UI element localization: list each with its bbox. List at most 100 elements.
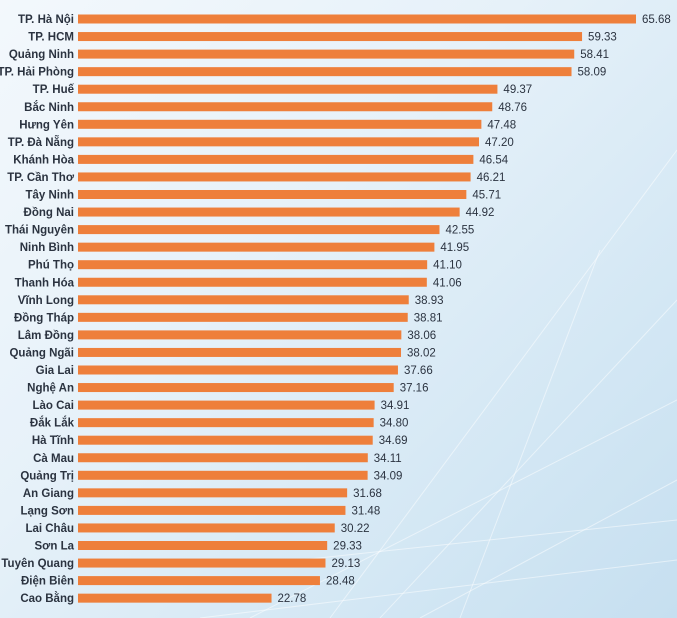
- bar: [78, 260, 428, 270]
- value-label: 30.22: [341, 523, 370, 535]
- bar: [78, 295, 409, 305]
- bar: [78, 435, 373, 445]
- category-label: Thái Nguyên: [5, 225, 74, 237]
- category-label: Cao Bằng: [20, 592, 74, 605]
- value-label: 28.48: [326, 576, 355, 588]
- bar: [78, 593, 272, 603]
- bar: [78, 576, 320, 586]
- value-label: 38.93: [415, 295, 444, 307]
- category-label: Bắc Ninh: [24, 101, 74, 114]
- category-label: Quảng Ngãi: [9, 347, 74, 359]
- bar: [78, 137, 479, 147]
- value-label: 48.76: [498, 102, 527, 114]
- bar: [78, 505, 346, 515]
- bar: [78, 523, 335, 533]
- category-label: Sơn La: [35, 541, 75, 553]
- value-label: 41.10: [433, 260, 462, 272]
- category-label: TP. Cần Thơ: [7, 172, 75, 184]
- category-label: Đồng Tháp: [14, 312, 74, 324]
- category-label: Vĩnh Long: [18, 295, 74, 307]
- value-label: 41.95: [440, 242, 469, 254]
- bar: [78, 347, 402, 357]
- bar: [78, 49, 575, 59]
- category-label: Nghệ An: [27, 383, 74, 395]
- value-label: 65.68: [642, 14, 671, 26]
- value-label: 44.92: [466, 207, 495, 219]
- category-label: TP. Đà Nẵng: [8, 136, 74, 149]
- value-label: 42.55: [445, 225, 474, 237]
- background-rays: [199, 149, 677, 618]
- bar: [78, 277, 427, 287]
- bar: [78, 207, 460, 217]
- category-label: Tuyên Quang: [1, 558, 74, 570]
- category-labels: TP. Hà Nội TP. HCM Quảng Ninh TP. Hải Phòng…: [0, 14, 75, 605]
- value-label: 34.69: [379, 435, 408, 447]
- value-label: 38.06: [407, 330, 436, 342]
- bar: [78, 400, 375, 410]
- category-label: TP. Hà Nội: [18, 14, 74, 26]
- category-label: Quảng Trị: [20, 470, 74, 482]
- value-label: 59.33: [588, 32, 617, 44]
- value-labels: 65.68 59.33 58.41 58.09 49.37 48.76 47.48 47.20…: [278, 14, 671, 605]
- bar: [78, 225, 440, 235]
- value-label: 29.13: [331, 558, 360, 570]
- bar: [78, 418, 374, 428]
- category-label: Lâm Đồng: [18, 330, 74, 342]
- bar: [78, 84, 498, 94]
- bar: [78, 541, 328, 550]
- value-label: 46.54: [479, 154, 508, 166]
- value-label: 58.41: [580, 49, 609, 61]
- category-label: Quảng Ninh: [9, 49, 74, 61]
- category-label: Cà Mau: [33, 453, 74, 465]
- value-label: 49.37: [503, 84, 532, 96]
- value-label: 34.80: [380, 418, 409, 430]
- category-label: Thanh Hóa: [15, 277, 75, 289]
- category-label: Tây Ninh: [25, 190, 74, 202]
- value-label: 31.68: [353, 488, 382, 500]
- bar: [78, 67, 572, 77]
- category-label: Ninh Bình: [20, 242, 74, 254]
- bar: [78, 119, 482, 129]
- category-label: TP. HCM: [28, 32, 74, 44]
- category-label: Đắk Lắk: [30, 417, 75, 430]
- category-label: Khánh Hòa: [13, 154, 74, 166]
- value-label: 37.66: [404, 365, 433, 377]
- category-label: Lai Châu: [25, 523, 74, 535]
- bar: [78, 190, 467, 199]
- bar: [78, 154, 474, 164]
- bar: [78, 488, 348, 498]
- value-label: 34.09: [374, 470, 403, 482]
- value-label: 31.48: [351, 505, 380, 517]
- category-label: Điện Biên: [21, 576, 74, 588]
- category-label: TP. Hải Phòng: [0, 67, 74, 79]
- bar: [78, 172, 471, 182]
- value-label: 58.09: [578, 67, 607, 79]
- category-label: An Giang: [23, 488, 74, 500]
- bar: [78, 558, 326, 568]
- value-label: 47.48: [487, 119, 516, 131]
- bar: [78, 330, 402, 340]
- bar: [78, 102, 493, 112]
- category-label: TP. Huế: [33, 84, 75, 96]
- bar: [78, 242, 435, 252]
- value-label: 38.02: [407, 347, 436, 359]
- value-label: 34.11: [374, 453, 402, 465]
- value-label: 22.78: [278, 593, 307, 605]
- bar: [78, 32, 583, 42]
- bar: [78, 14, 636, 24]
- category-label: Lào Cai: [32, 400, 74, 412]
- category-label: Hà Tĩnh: [32, 435, 74, 447]
- category-label: Phú Thọ: [28, 260, 74, 272]
- value-label: 41.06: [433, 277, 462, 289]
- value-label: 45.71: [472, 190, 501, 202]
- bar: [78, 453, 368, 463]
- value-label: 46.21: [477, 172, 506, 184]
- value-label: 38.81: [414, 312, 443, 324]
- category-label: Lạng Sơn: [20, 505, 74, 517]
- value-label: 37.16: [400, 383, 429, 395]
- category-label: Hưng Yên: [19, 119, 74, 131]
- bar: [78, 312, 408, 322]
- bar: [78, 470, 368, 480]
